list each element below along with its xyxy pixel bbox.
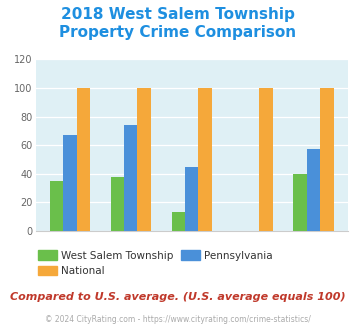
Bar	[50, 181, 63, 231]
Bar	[63, 135, 77, 231]
Bar	[294, 174, 307, 231]
Legend: West Salem Township, National, Pennsylvania: West Salem Township, National, Pennsylva…	[34, 246, 277, 280]
Bar	[320, 88, 334, 231]
Bar	[137, 88, 151, 231]
Bar	[171, 213, 185, 231]
Bar	[124, 125, 137, 231]
Bar	[185, 167, 198, 231]
Text: Compared to U.S. average. (U.S. average equals 100): Compared to U.S. average. (U.S. average …	[10, 292, 345, 302]
Text: © 2024 CityRating.com - https://www.cityrating.com/crime-statistics/: © 2024 CityRating.com - https://www.city…	[45, 315, 310, 324]
Bar	[111, 177, 124, 231]
Bar	[260, 88, 273, 231]
Bar	[77, 88, 90, 231]
Bar	[307, 149, 320, 231]
Text: 2018 West Salem Township
Property Crime Comparison: 2018 West Salem Township Property Crime …	[59, 7, 296, 40]
Bar	[198, 88, 212, 231]
